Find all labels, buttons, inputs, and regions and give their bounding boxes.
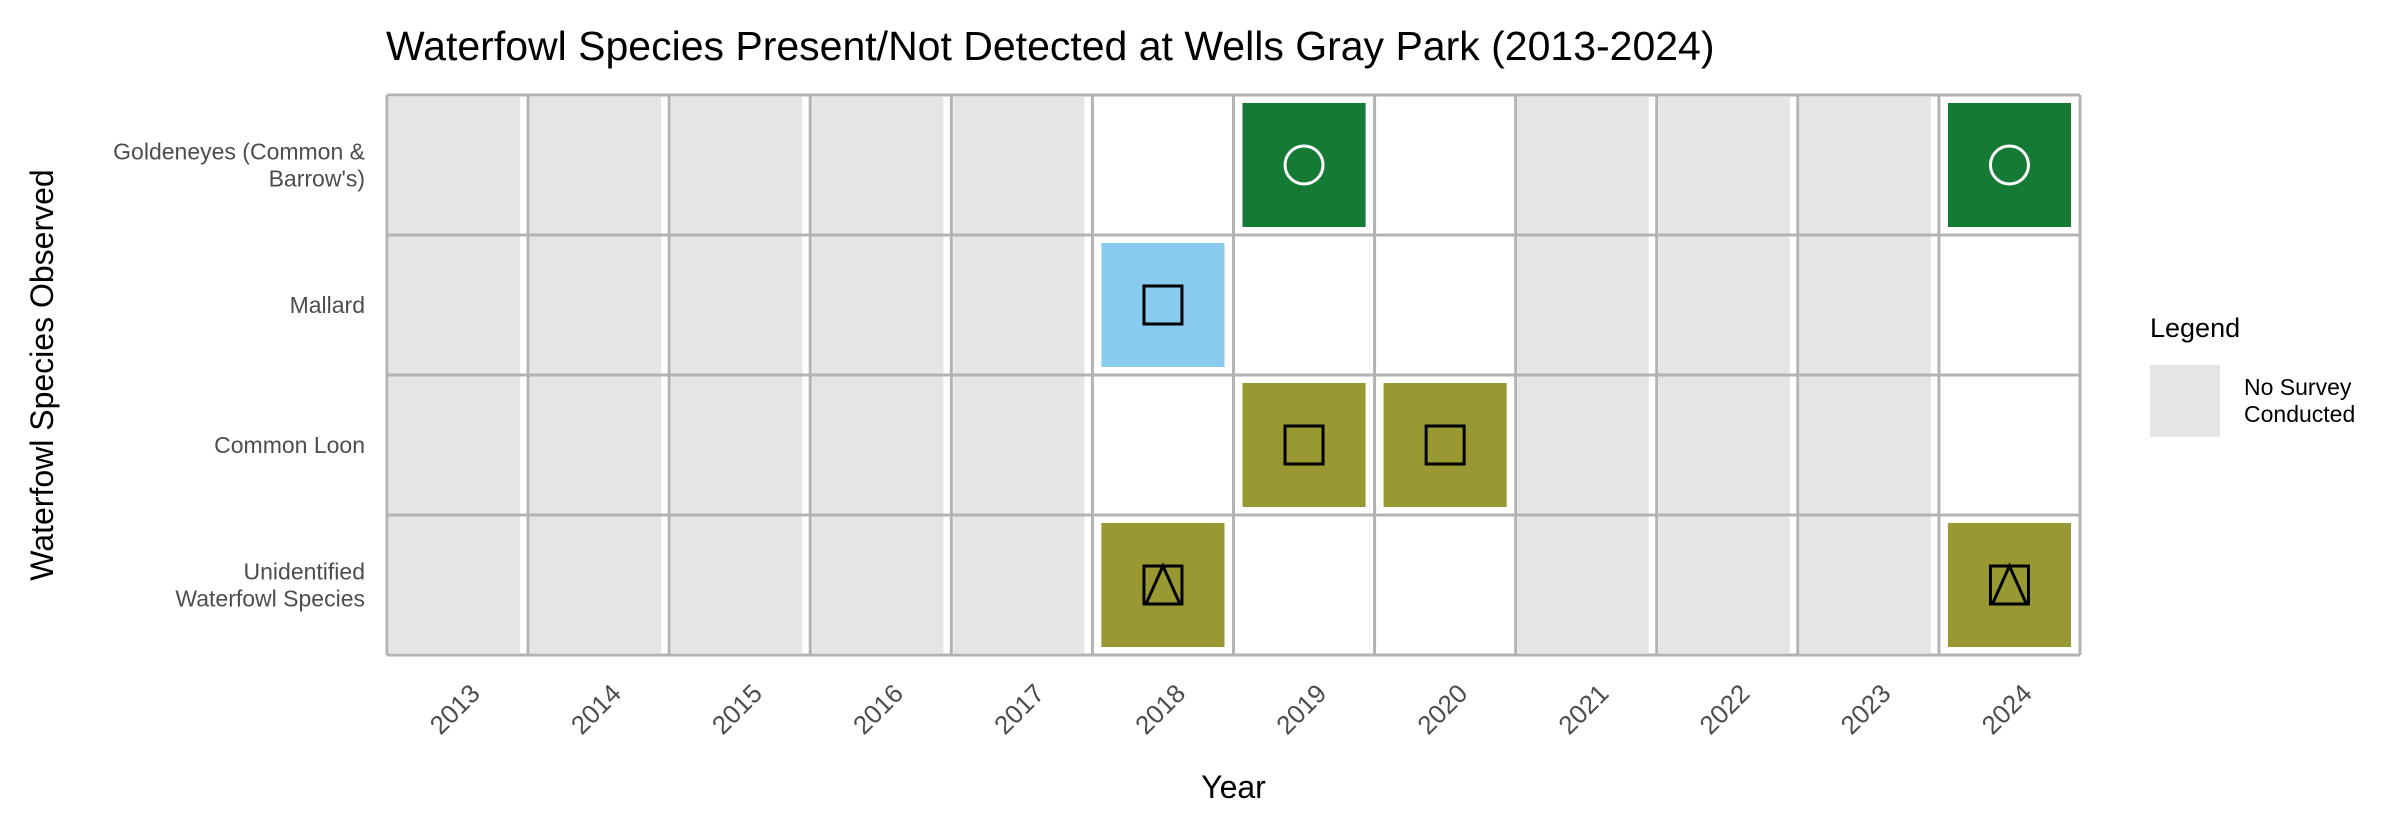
x-tick-label: 2021 (1552, 678, 1614, 740)
y-tick-label-line: Mallard (290, 292, 365, 318)
square-marker (1283, 424, 1325, 466)
square-marker (1424, 424, 1466, 466)
cell-2019-species-2 (1242, 383, 1366, 507)
triangle-marker (1990, 562, 2029, 606)
y-tick-label: Common Loon (214, 432, 365, 458)
cell-2024-species-0 (1947, 103, 2071, 227)
x-axis-title: Year (1201, 769, 1266, 805)
legend-label-line: Conducted (2244, 401, 2355, 427)
y-tick-label-line: Goldeneyes (Common & (113, 139, 365, 165)
x-tick-label: 2024 (1976, 678, 2038, 740)
x-tick-label: 2019 (1270, 678, 1332, 740)
y-tick-label: Goldeneyes (Common & Barrow's) (113, 139, 365, 192)
circle-marker (1283, 144, 1325, 186)
triangle-marker (1143, 562, 1183, 606)
square-marker (1142, 284, 1184, 326)
legend-title: Legend (2150, 313, 2240, 343)
legend-label-line: No Survey (2244, 374, 2352, 400)
cell-2024-species-3 (1947, 523, 2071, 647)
cell-2018-species-1 (1101, 243, 1225, 367)
x-tick-label: 2016 (847, 678, 909, 740)
legend-swatch-no-survey (2150, 365, 2220, 437)
x-tick-label: 2013 (424, 678, 486, 740)
legend-label: No Survey Conducted (2244, 374, 2355, 427)
y-tick-label: Unidentified Waterfowl Species (175, 559, 365, 612)
y-tick-label-line: Unidentified (244, 559, 365, 585)
y-tick-label-line: Common Loon (214, 432, 365, 458)
cell-2019-species-0 (1242, 103, 1366, 227)
cell-2018-species-3 (1101, 523, 1225, 647)
circle-marker (1988, 144, 2030, 186)
x-tick-label: 2014 (565, 678, 627, 740)
x-tick-label: 2023 (1835, 678, 1897, 740)
cell-2020-species-2 (1383, 383, 1507, 507)
x-tick-label: 2022 (1693, 678, 1755, 740)
chart-title: Waterfowl Species Present/Not Detected a… (386, 23, 1715, 69)
x-tick-label: 2015 (706, 678, 768, 740)
y-tick-label-line: Waterfowl Species (175, 586, 365, 612)
y-axis-title: Waterfowl Species Observed (24, 169, 60, 580)
x-tick-label: 2017 (988, 678, 1050, 740)
x-tick-label: 2018 (1129, 678, 1191, 740)
x-tick-label: 2020 (1411, 678, 1473, 740)
y-tick-label: Mallard (290, 292, 365, 318)
y-tick-label-line: Barrow's) (269, 166, 365, 192)
